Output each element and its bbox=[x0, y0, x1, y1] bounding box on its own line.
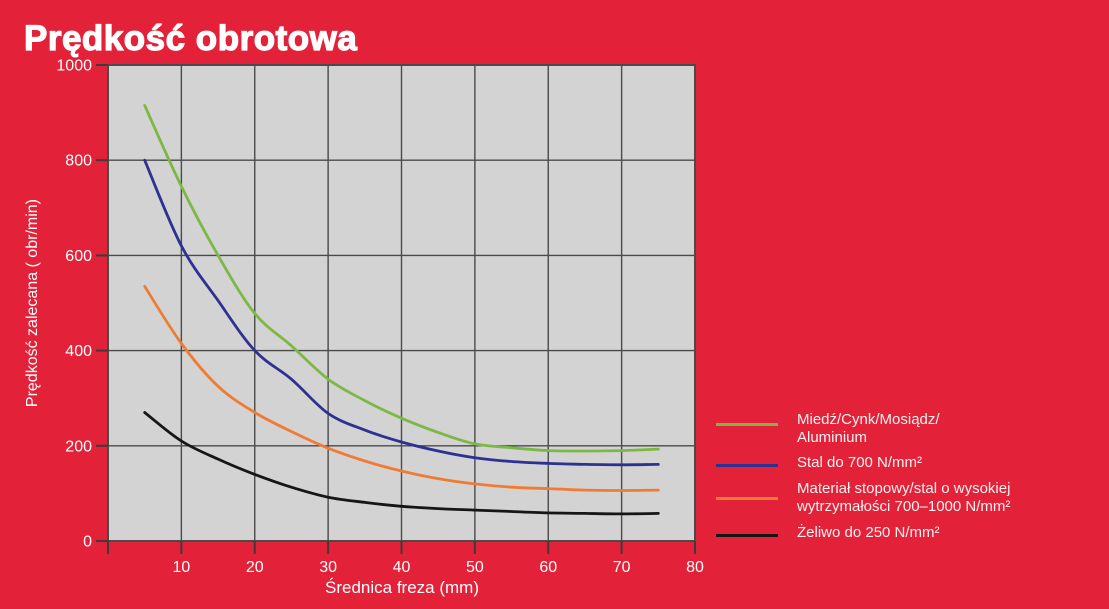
legend-label-copper-zinc-brass-aluminium: Miedź/Cynk/Mosiądz/ Aluminium bbox=[797, 411, 940, 446]
svg-text:1000: 1000 bbox=[56, 58, 92, 75]
svg-text:0: 0 bbox=[83, 534, 92, 551]
chart-title: Prędkość obrotowa bbox=[23, 19, 358, 59]
svg-text:40: 40 bbox=[393, 559, 411, 576]
legend-label-alloy-steel: Materiał stopowy/stal o wysokiej wytrzym… bbox=[797, 480, 1011, 515]
legend-label-cast-iron: Żeliwo do 250 N/mm² bbox=[797, 524, 940, 541]
legend-swatch-copper-zinc-brass-aluminium bbox=[716, 423, 778, 426]
y-axis-label-wrap: Prędkość zalecana ( obr/min) bbox=[16, 65, 50, 541]
svg-text:30: 30 bbox=[319, 559, 337, 576]
legend-swatch-steel-700 bbox=[716, 464, 778, 467]
y-axis-label: Prędkość zalecana ( obr/min) bbox=[24, 198, 41, 408]
legend-swatch-cast-iron bbox=[716, 534, 778, 537]
svg-text:80: 80 bbox=[686, 559, 704, 576]
svg-text:50: 50 bbox=[466, 559, 484, 576]
svg-text:400: 400 bbox=[65, 343, 92, 360]
svg-text:800: 800 bbox=[65, 153, 92, 170]
svg-text:60: 60 bbox=[539, 559, 557, 576]
legend-swatch-alloy-steel bbox=[716, 497, 778, 500]
svg-text:600: 600 bbox=[65, 248, 92, 265]
svg-text:70: 70 bbox=[613, 559, 631, 576]
svg-text:200: 200 bbox=[65, 438, 92, 455]
x-axis-label: Średnica freza (mm) bbox=[325, 578, 479, 597]
svg-text:20: 20 bbox=[246, 559, 264, 576]
svg-text:10: 10 bbox=[172, 559, 190, 576]
legend-label-steel-700: Stal do 700 N/mm² bbox=[797, 454, 923, 471]
